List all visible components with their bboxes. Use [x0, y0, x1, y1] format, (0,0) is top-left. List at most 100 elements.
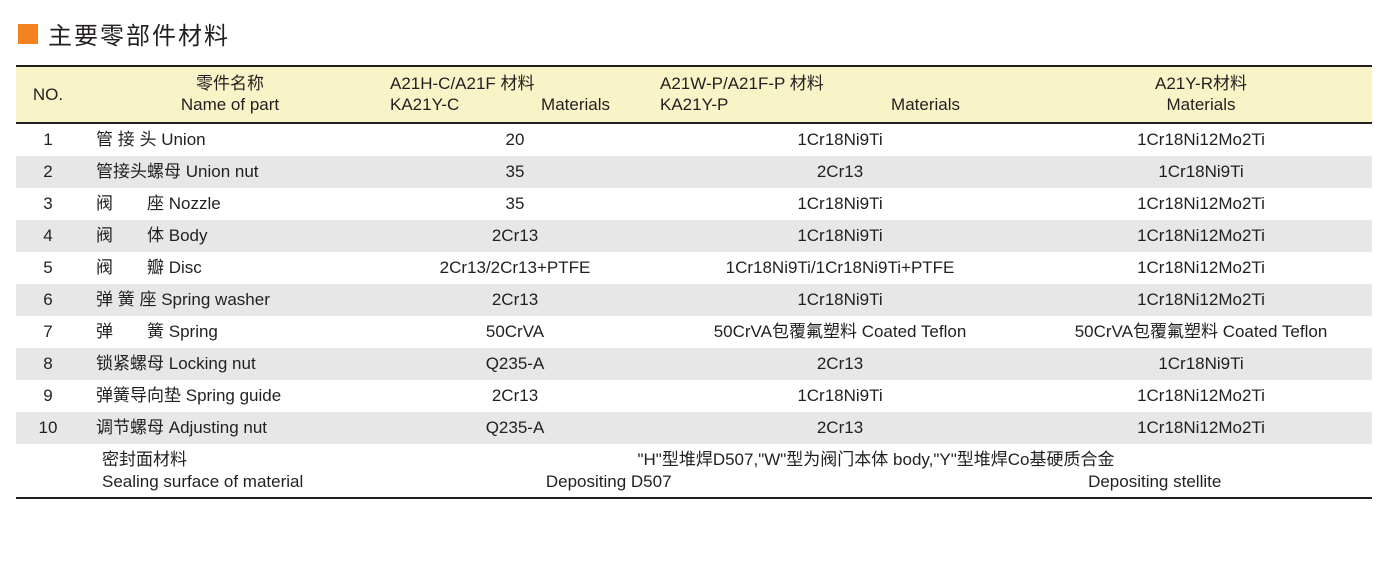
col-mat1-l1: A21H-C/A21F 材料: [390, 73, 640, 94]
cell-material-1: 2Cr13: [380, 220, 650, 252]
cell-name: 管 接 头 Union: [80, 123, 380, 156]
part-name-en: Spring guide: [186, 386, 281, 405]
cell-material-1: 2Cr13: [380, 284, 650, 316]
part-name-en: Union nut: [186, 162, 259, 181]
part-name-en: Spring washer: [161, 290, 270, 309]
cell-material-3: 1Cr18Ni12Mo2Ti: [1030, 380, 1372, 412]
cell-material-2: 1Cr18Ni9Ti: [650, 380, 1030, 412]
footer-empty: [16, 444, 80, 498]
cell-material-2: 1Cr18Ni9Ti: [650, 188, 1030, 220]
cell-no: 5: [16, 252, 80, 284]
table-header-row: NO. 零件名称 Name of part A21H-C/A21F 材料 KA2…: [16, 66, 1372, 123]
footer-mid-en-right: Depositing stellite: [827, 471, 1362, 492]
cell-material-3: 1Cr18Ni12Mo2Ti: [1030, 123, 1372, 156]
cell-material-1: 35: [380, 188, 650, 220]
table-footer-row: 密封面材料Sealing surface of material"H"型堆焊D5…: [16, 444, 1372, 498]
cell-material-3: 1Cr18Ni12Mo2Ti: [1030, 412, 1372, 444]
cell-no: 3: [16, 188, 80, 220]
cell-material-2: 1Cr18Ni9Ti: [650, 284, 1030, 316]
cell-name: 阀 体 Body: [80, 220, 380, 252]
part-name-cn: 阀 座: [96, 194, 164, 213]
cell-material-1: Q235-A: [380, 412, 650, 444]
part-name-cn: 弹簧导向垫: [96, 386, 181, 405]
cell-material-3: 1Cr18Ni12Mo2Ti: [1030, 252, 1372, 284]
cell-name: 弹 簧 Spring: [80, 316, 380, 348]
cell-material-3: 1Cr18Ni9Ti: [1030, 348, 1372, 380]
cell-name: 管接头螺母 Union nut: [80, 156, 380, 188]
part-name-cn: 调节螺母: [96, 418, 164, 437]
table-row: 4阀 体 Body2Cr131Cr18Ni9Ti1Cr18Ni12Mo2Ti: [16, 220, 1372, 252]
col-mat3-l2: Materials: [1167, 94, 1236, 115]
footer-name-en: Sealing surface of material: [102, 471, 370, 492]
part-name-cn: 弹 簧 座: [96, 290, 156, 309]
part-name-en: Locking nut: [169, 354, 256, 373]
cell-material-2: 2Cr13: [650, 348, 1030, 380]
col-name-cn: 零件名称: [196, 73, 264, 94]
cell-no: 4: [16, 220, 80, 252]
part-name-en: Spring: [169, 322, 218, 341]
cell-material-2: 50CrVA包覆氟塑料 Coated Teflon: [650, 316, 1030, 348]
col-mat2-l1: A21W-P/A21F-P 材料: [660, 73, 1020, 94]
cell-material-3: 1Cr18Ni12Mo2Ti: [1030, 188, 1372, 220]
cell-name: 弹 簧 座 Spring washer: [80, 284, 380, 316]
part-name-cn: 阀 瓣: [96, 258, 164, 277]
cell-name: 阀 座 Nozzle: [80, 188, 380, 220]
col-mat2-l2a: KA21Y-P: [660, 94, 728, 115]
part-name-cn: 管接头螺母: [96, 162, 181, 181]
cell-material-3: 1Cr18Ni12Mo2Ti: [1030, 284, 1372, 316]
cell-material-2: 2Cr13: [650, 156, 1030, 188]
footer-name-cn: 密封面材料: [102, 449, 370, 470]
col-mat2: A21W-P/A21F-P 材料 KA21Y-P Materials: [650, 66, 1030, 123]
part-name-cn: 阀 体: [96, 226, 164, 245]
col-mat1-l2b: Materials: [541, 94, 640, 115]
table-row: 5阀 瓣 Disc2Cr13/2Cr13+PTFE1Cr18Ni9Ti/1Cr1…: [16, 252, 1372, 284]
part-name-cn: 弹 簧: [96, 322, 164, 341]
section-title: 主要零部件材料: [48, 16, 230, 51]
cell-material-2: 2Cr13: [650, 412, 1030, 444]
footer-name: 密封面材料Sealing surface of material: [80, 444, 380, 498]
table-row: 8锁紧螺母 Locking nutQ235-A2Cr131Cr18Ni9Ti: [16, 348, 1372, 380]
cell-no: 7: [16, 316, 80, 348]
part-name-en: Body: [169, 226, 208, 245]
part-name-cn: 管 接 头: [96, 130, 156, 149]
table-row: 1管 接 头 Union201Cr18Ni9Ti1Cr18Ni12Mo2Ti: [16, 123, 1372, 156]
cell-material-3: 50CrVA包覆氟塑料 Coated Teflon: [1030, 316, 1372, 348]
table-row: 10调节螺母 Adjusting nutQ235-A2Cr131Cr18Ni12…: [16, 412, 1372, 444]
col-name-en: Name of part: [181, 94, 279, 115]
cell-material-2: 1Cr18Ni9Ti: [650, 220, 1030, 252]
col-mat2-l2b: Materials: [891, 94, 1020, 115]
cell-no: 2: [16, 156, 80, 188]
footer-mid-cn: "H"型堆焊D507,"W"型为阀门本体 body,"Y"型堆焊Co基硬质合金: [390, 449, 1362, 470]
footer-mid-en-left: Depositing D507: [390, 471, 827, 492]
cell-name: 调节螺母 Adjusting nut: [80, 412, 380, 444]
cell-material-1: 35: [380, 156, 650, 188]
col-mat1-l2a: KA21Y-C: [390, 94, 459, 115]
footer-content: "H"型堆焊D507,"W"型为阀门本体 body,"Y"型堆焊Co基硬质合金D…: [380, 444, 1372, 498]
part-name-en: Union: [161, 130, 205, 149]
part-name-en: Disc: [169, 258, 202, 277]
cell-material-3: 1Cr18Ni12Mo2Ti: [1030, 220, 1372, 252]
cell-material-1: 2Cr13/2Cr13+PTFE: [380, 252, 650, 284]
table-row: 9弹簧导向垫 Spring guide2Cr131Cr18Ni9Ti1Cr18N…: [16, 380, 1372, 412]
part-name-en: Adjusting nut: [169, 418, 267, 437]
col-mat3: A21Y-R材料 Materials: [1030, 66, 1372, 123]
cell-material-2: 1Cr18Ni9Ti: [650, 123, 1030, 156]
table-row: 7弹 簧 Spring50CrVA50CrVA包覆氟塑料 Coated Tefl…: [16, 316, 1372, 348]
part-name-en: Nozzle: [169, 194, 221, 213]
cell-name: 弹簧导向垫 Spring guide: [80, 380, 380, 412]
cell-name: 锁紧螺母 Locking nut: [80, 348, 380, 380]
col-mat3-l1: A21Y-R材料: [1155, 73, 1247, 94]
col-mat1: A21H-C/A21F 材料 KA21Y-C Materials: [380, 66, 650, 123]
cell-material-1: Q235-A: [380, 348, 650, 380]
cell-no: 1: [16, 123, 80, 156]
cell-material-1: 20: [380, 123, 650, 156]
part-name-cn: 锁紧螺母: [96, 354, 164, 373]
table-row: 2管接头螺母 Union nut352Cr131Cr18Ni9Ti: [16, 156, 1372, 188]
col-no: NO.: [16, 66, 80, 123]
table-row: 6弹 簧 座 Spring washer2Cr131Cr18Ni9Ti1Cr18…: [16, 284, 1372, 316]
cell-material-1: 2Cr13: [380, 380, 650, 412]
cell-no: 10: [16, 412, 80, 444]
materials-table: NO. 零件名称 Name of part A21H-C/A21F 材料 KA2…: [16, 65, 1372, 499]
cell-no: 8: [16, 348, 80, 380]
table-row: 3阀 座 Nozzle351Cr18Ni9Ti1Cr18Ni12Mo2Ti: [16, 188, 1372, 220]
